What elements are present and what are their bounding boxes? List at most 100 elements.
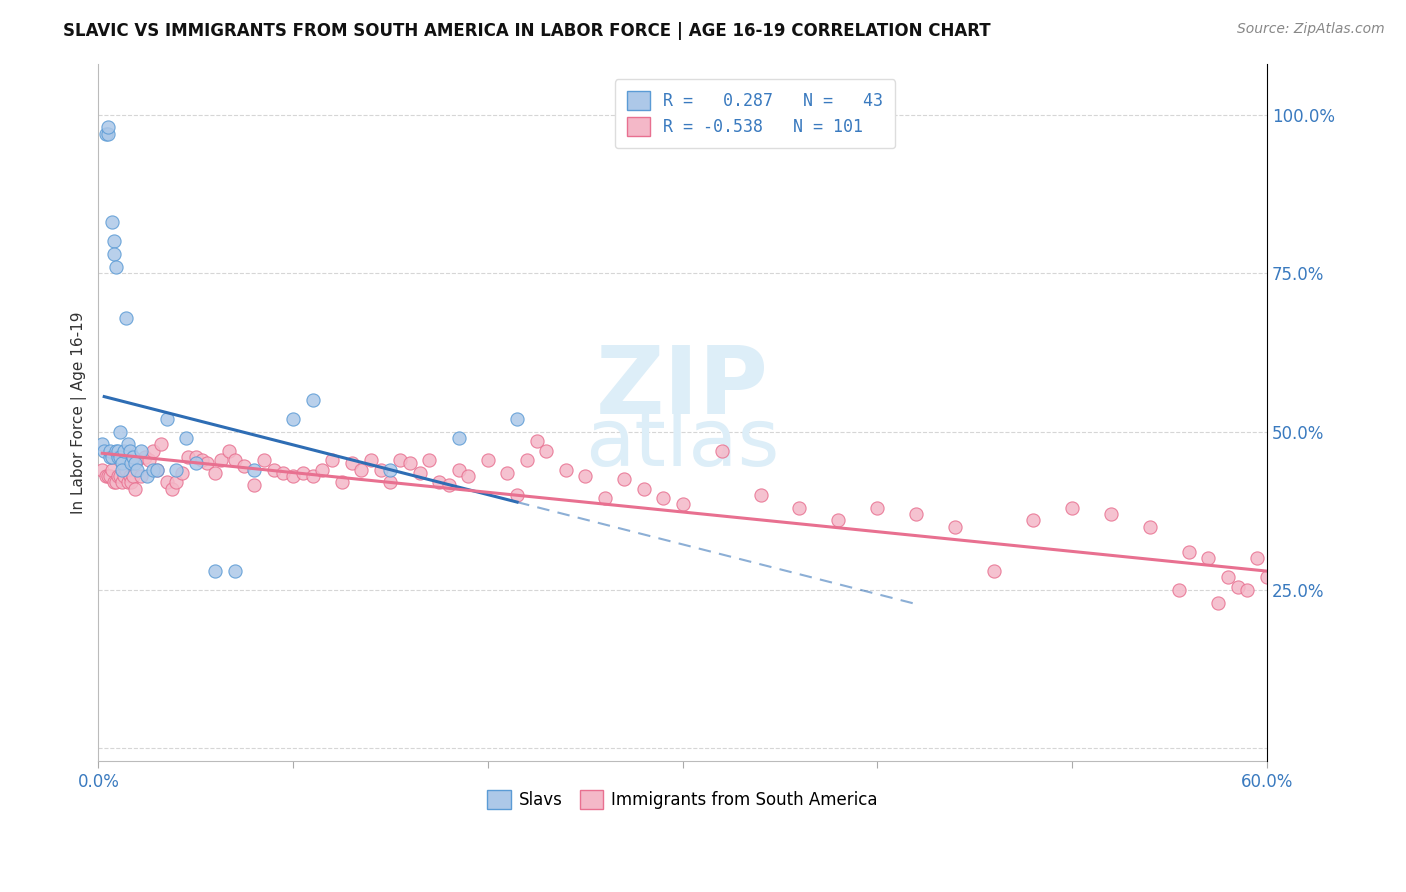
Point — [204, 564, 226, 578]
Point — [120, 456, 142, 470]
Point — [104, 475, 127, 490]
Point — [1198, 551, 1220, 566]
Point — [554, 462, 576, 476]
Point — [134, 450, 156, 464]
Point — [111, 475, 134, 490]
Point — [224, 564, 246, 578]
Point — [827, 513, 849, 527]
Point — [427, 475, 450, 490]
Point — [118, 469, 141, 483]
Point — [496, 466, 519, 480]
Point — [399, 456, 422, 470]
Point — [124, 482, 146, 496]
Point — [107, 450, 129, 464]
Point — [101, 462, 124, 476]
Point — [516, 453, 538, 467]
Point — [197, 456, 219, 470]
Point — [136, 469, 159, 483]
Point — [253, 453, 276, 467]
Legend: Slavs, Immigrants from South America: Slavs, Immigrants from South America — [481, 783, 884, 815]
Point — [117, 475, 139, 490]
Point — [340, 456, 363, 470]
Point — [107, 469, 129, 483]
Point — [1168, 582, 1191, 597]
Point — [321, 453, 343, 467]
Point — [127, 453, 149, 467]
Point — [1285, 590, 1308, 604]
Point — [108, 425, 131, 439]
Point — [209, 453, 232, 467]
Point — [350, 462, 373, 476]
Point — [749, 488, 772, 502]
Point — [1022, 513, 1045, 527]
Point — [418, 453, 440, 467]
Point — [184, 450, 207, 464]
Point — [1256, 570, 1278, 584]
Y-axis label: In Labor Force | Age 16-19: In Labor Force | Age 16-19 — [72, 311, 87, 514]
Point — [652, 491, 675, 505]
Point — [142, 462, 165, 476]
Point — [103, 235, 125, 249]
Point — [710, 443, 733, 458]
Point — [174, 431, 197, 445]
Point — [477, 453, 499, 467]
Point — [536, 443, 558, 458]
Point — [114, 310, 136, 325]
Point — [101, 215, 124, 229]
Point — [138, 453, 160, 467]
Point — [177, 450, 200, 464]
Point — [243, 462, 266, 476]
Point — [301, 469, 323, 483]
Point — [380, 475, 402, 490]
Point — [111, 462, 134, 476]
Point — [593, 491, 616, 505]
Point — [94, 469, 117, 483]
Point — [129, 469, 152, 483]
Point — [1372, 643, 1395, 657]
Point — [108, 450, 131, 464]
Point — [165, 462, 187, 476]
Text: atlas: atlas — [585, 405, 780, 483]
Point — [301, 392, 323, 407]
Point — [243, 478, 266, 492]
Text: Source: ZipAtlas.com: Source: ZipAtlas.com — [1237, 22, 1385, 37]
Point — [111, 456, 134, 470]
Point — [1099, 507, 1122, 521]
Point — [1062, 500, 1084, 515]
Point — [233, 459, 256, 474]
Text: SLAVIC VS IMMIGRANTS FROM SOUTH AMERICA IN LABOR FORCE | AGE 16-19 CORRELATION C: SLAVIC VS IMMIGRANTS FROM SOUTH AMERICA … — [63, 22, 991, 40]
Point — [1216, 570, 1239, 584]
Point — [98, 469, 121, 483]
Point — [120, 475, 142, 490]
Point — [103, 247, 125, 261]
Point — [94, 127, 117, 141]
Point — [114, 462, 136, 476]
Point — [107, 443, 129, 458]
Point — [330, 475, 353, 490]
Point — [983, 564, 1005, 578]
Point — [117, 437, 139, 451]
Point — [91, 437, 114, 451]
Point — [281, 412, 304, 426]
Point — [1226, 580, 1249, 594]
Point — [155, 412, 177, 426]
Point — [98, 443, 121, 458]
Point — [360, 453, 382, 467]
Point — [672, 498, 695, 512]
Point — [162, 482, 184, 496]
Point — [1333, 615, 1355, 629]
Point — [1295, 615, 1317, 629]
Point — [613, 472, 636, 486]
Point — [118, 443, 141, 458]
Point — [127, 462, 149, 476]
Point — [98, 450, 121, 464]
Point — [218, 443, 240, 458]
Point — [943, 519, 966, 533]
Point — [146, 462, 169, 476]
Point — [263, 462, 285, 476]
Point — [866, 500, 889, 515]
Point — [104, 260, 127, 274]
Point — [1275, 592, 1298, 607]
Point — [1206, 596, 1229, 610]
Point — [506, 488, 529, 502]
